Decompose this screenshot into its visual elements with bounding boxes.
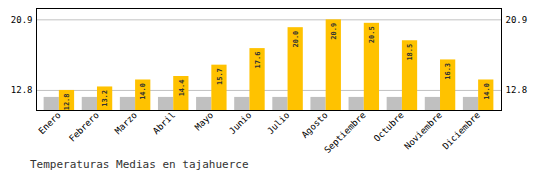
svg-text:Abril: Abril	[151, 110, 177, 136]
svg-text:Octubre: Octubre	[372, 110, 406, 144]
svg-text:Febrero: Febrero	[67, 110, 101, 144]
svg-text:17.6: 17.6	[254, 52, 262, 69]
svg-text:12.8: 12.8	[506, 85, 528, 95]
svg-text:Agosto: Agosto	[300, 110, 330, 140]
svg-text:Junio: Junio	[227, 110, 253, 136]
svg-text:20.9: 20.9	[506, 15, 528, 25]
svg-text:Diciembre: Diciembre	[441, 110, 483, 152]
svg-text:Mayo: Mayo	[193, 110, 215, 132]
html-text:Temperaturas Medias en tajahue: Temperaturas Medias en tajahuerce	[30, 158, 249, 171]
svg-text:16.3: 16.3	[444, 63, 452, 80]
svg-text:20.9: 20.9	[330, 23, 338, 40]
svg-text:Septiembre: Septiembre	[322, 110, 367, 155]
svg-text:Marzo: Marzo	[113, 110, 139, 136]
svg-text:Noviembre: Noviembre	[402, 110, 444, 152]
svg-text:12.8: 12.8	[11, 85, 33, 95]
svg-text:Julio: Julio	[265, 110, 291, 136]
svg-text:20.9: 20.9	[11, 15, 33, 25]
svg-text:20.5: 20.5	[368, 26, 376, 43]
svg-text:14.0: 14.0	[482, 83, 490, 100]
svg-text:13.2: 13.2	[101, 90, 109, 107]
svg-text:15.7: 15.7	[216, 68, 224, 85]
svg-text:20.0: 20.0	[292, 31, 300, 48]
svg-text:18.5: 18.5	[406, 44, 414, 61]
svg-text:12.8: 12.8	[63, 93, 71, 110]
svg-text:14.0: 14.0	[139, 83, 147, 100]
svg-text:Enero: Enero	[37, 110, 63, 136]
svg-text:14.4: 14.4	[178, 80, 186, 97]
